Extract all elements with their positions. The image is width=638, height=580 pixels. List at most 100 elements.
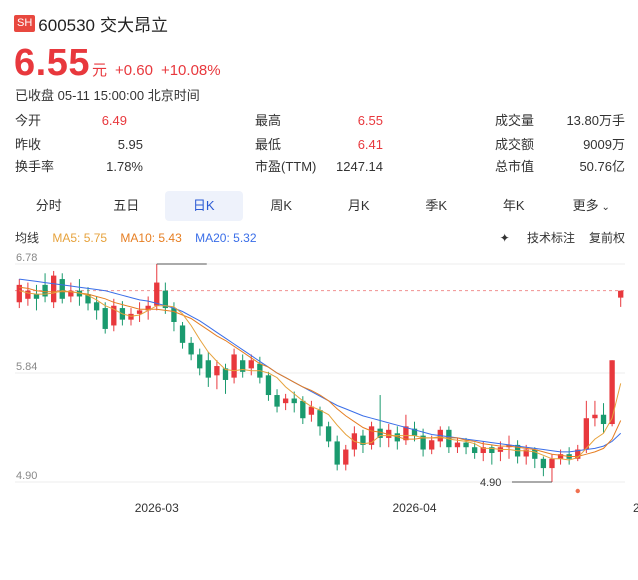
candle-body [523, 449, 529, 457]
tab-weekly-k[interactable]: 周K [270, 198, 293, 213]
tab-five-day[interactable]: 五日 [113, 198, 140, 213]
stat-volume: 成交量 13.80万手 [495, 113, 625, 128]
ma-label: 均线 [15, 231, 40, 245]
market-badge: SH [14, 14, 36, 32]
candle-body [291, 398, 297, 404]
candle-body [76, 290, 83, 297]
candle-body [368, 426, 375, 445]
stock-name: 交大昂立 [100, 15, 169, 35]
ma20-value: MA20: 5.32 [195, 231, 257, 245]
tab-more-label: 更多 [572, 198, 599, 213]
stat-low: 最低 6.41 [255, 137, 383, 152]
candle-body [16, 284, 22, 303]
candle-body [411, 428, 418, 436]
candle-body [377, 428, 383, 438]
candle-body [360, 435, 366, 445]
candle-body [197, 354, 203, 369]
ma10-value: MA10: 5.43 [120, 231, 182, 245]
candle-body [446, 429, 452, 448]
candle-body [282, 398, 289, 404]
candlestick-chart[interactable]: 6.78 5.84 4.90 4.90 2026-03 2026-04 2026-05 [0, 250, 638, 525]
candle-body [85, 294, 91, 304]
stock-header: SH 600530 交大昂立 [14, 10, 173, 36]
candle-body [59, 279, 65, 299]
stat-market-cap: 总市值 50.76亿 [495, 159, 625, 174]
candle-body [471, 447, 478, 454]
tech-annotation-toggle[interactable]: ✦ 技术标注 [499, 231, 575, 245]
candle-body [188, 342, 194, 355]
stat-turnover-rate: 换手率 1.78% [15, 159, 143, 174]
ma5-value: MA5: 5.75 [52, 231, 108, 245]
candle-body [145, 305, 151, 311]
candle-body [128, 313, 134, 320]
tab-yearly-k[interactable]: 年K [502, 198, 525, 213]
candle-body [308, 406, 315, 415]
stat-turnover: 成交额 9009万 [495, 137, 625, 152]
tab-daily-k[interactable]: 日K [165, 191, 243, 221]
ma20-line [19, 278, 622, 453]
candle-body [111, 305, 117, 326]
candle-body [540, 458, 547, 469]
candle-body [609, 360, 615, 425]
candle-body [386, 429, 392, 438]
candle-body [583, 418, 590, 450]
candle-body [68, 290, 74, 297]
y-tick-label: 4.90 [16, 470, 37, 482]
currency-unit: 元 [91, 62, 107, 79]
candle-body [154, 282, 160, 306]
market-status: 已收盘 05-11 15:00:00 北京时间 [15, 88, 200, 103]
candle-body [300, 400, 306, 419]
tab-intraday[interactable]: 分时 [35, 198, 62, 213]
price-row: 6.55 元 +0.60 +10.08% [14, 44, 229, 82]
candle-body [489, 447, 495, 454]
candle-body [214, 366, 220, 376]
crosshair-icon: ✦ [499, 231, 510, 245]
ma10-line [19, 286, 622, 457]
candle-body [33, 294, 40, 299]
candle-body [325, 426, 332, 442]
candle-body [50, 275, 57, 303]
stat-open: 今开 6.49 [15, 113, 127, 128]
tab-more[interactable]: 更多 ⌄ [553, 191, 631, 221]
y-tick-label: 6.78 [16, 252, 37, 264]
candle-body [403, 426, 409, 441]
candle-body [549, 458, 555, 469]
candle-body [334, 441, 340, 465]
candle-body [618, 290, 624, 298]
candle-body [557, 454, 564, 459]
stat-high: 最高 6.55 [255, 113, 383, 128]
candle-body [480, 447, 486, 454]
stock-title: 600530 交大昂立 [38, 11, 173, 36]
candle-body [454, 442, 461, 448]
event-dot [575, 488, 580, 494]
tab-monthly-k[interactable]: 月K [347, 198, 370, 213]
stat-pe: 市盈(TTM) 1247.14 [255, 159, 383, 174]
candle-body [394, 433, 400, 442]
candle-body [343, 449, 349, 465]
price-change-pct: +10.08% [160, 62, 221, 79]
tab-quarterly-k[interactable]: 季K [425, 198, 448, 213]
low-marker-label: 4.90 [480, 477, 501, 489]
indicator-row: 均线 MA5: 5.75 MA10: 5.43 MA20: 5.32 ✦ 技术标… [15, 229, 625, 247]
candle-body [93, 302, 100, 311]
stock-code: 600530 [38, 15, 96, 35]
chart-options: ✦ 技术标注 复前权 [472, 229, 625, 247]
x-tick-label: 2026-04 [392, 501, 436, 515]
current-price: 6.55 [14, 42, 90, 84]
chevron-down-icon: ⌄ [598, 202, 610, 213]
candle-body [102, 308, 108, 329]
candle-body [592, 414, 598, 419]
candle-body [429, 440, 435, 450]
x-tick-label: 2026-03 [135, 501, 179, 515]
candle-body [25, 290, 31, 299]
adjust-toggle[interactable]: 复前权 [588, 231, 625, 245]
y-tick-label: 5.84 [16, 361, 37, 373]
price-change: +0.60 [114, 62, 153, 79]
candle-body [463, 442, 469, 448]
candle-body [420, 435, 426, 450]
x-tick-label: 2026-05 [633, 501, 638, 515]
candle-body [162, 290, 169, 309]
candle-body [274, 395, 280, 407]
candle-body [600, 414, 607, 425]
candle-body [42, 284, 48, 297]
